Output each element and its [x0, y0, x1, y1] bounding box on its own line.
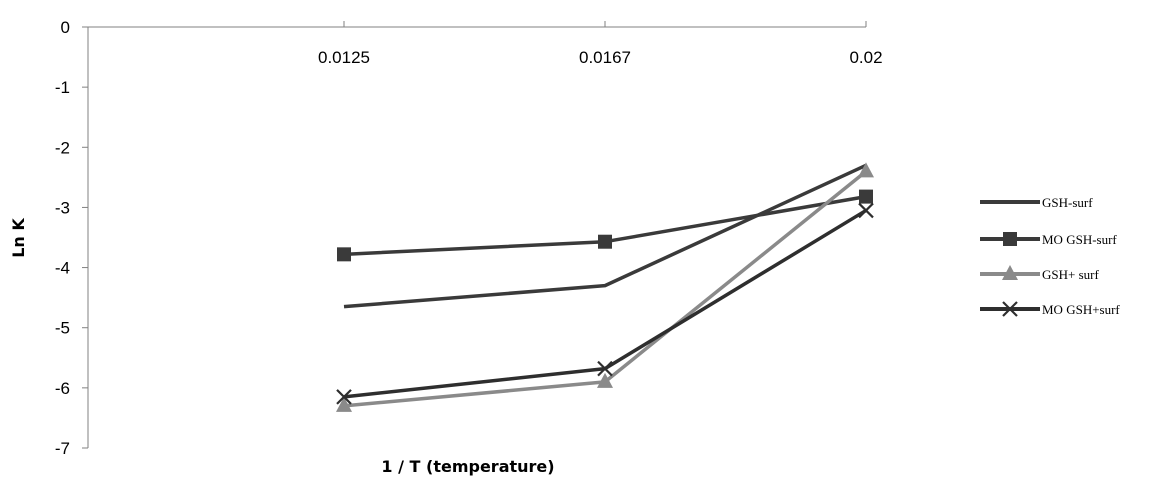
series-4 — [336, 202, 874, 405]
legend-marker — [1003, 232, 1017, 246]
data-point — [597, 360, 613, 377]
data-point — [337, 247, 351, 262]
legend-marker — [1002, 265, 1018, 280]
y-tick-label: -6 — [55, 379, 70, 398]
series-line — [343, 163, 867, 309]
legend-item: GSH-surf — [980, 195, 1093, 210]
legend-label: MO GSH-surf — [1042, 232, 1117, 247]
series-layer — [336, 162, 874, 412]
legend-item: MO GSH-surf — [980, 232, 1117, 247]
y-tick-label: -1 — [55, 78, 70, 97]
series-1 — [343, 163, 867, 309]
data-point — [859, 189, 873, 204]
legend-item: GSH+ surf — [980, 265, 1099, 282]
legend-label: MO GSH+surf — [1042, 302, 1120, 317]
series-3 — [336, 162, 874, 412]
legend-label: GSH+ surf — [1042, 267, 1099, 282]
data-point — [858, 162, 874, 178]
y-tick-label: -5 — [55, 319, 70, 338]
legend-marker — [1002, 301, 1018, 317]
series-line — [343, 169, 868, 408]
data-point — [336, 389, 352, 405]
legend: GSH-surf MO GSH-surf GSH+ surf MO GSH+surf — [980, 195, 1120, 317]
data-point — [336, 396, 352, 412]
data-point — [597, 372, 613, 388]
y-axis-title: Ln K — [9, 218, 28, 258]
x-axis-title: 1 / T (temperature) — [381, 457, 554, 476]
series-2 — [337, 189, 873, 262]
y-tick-label: -3 — [55, 198, 70, 217]
data-point — [598, 234, 612, 249]
y-ticks: 0 -1 -2 -3 -4 -5 -6 -7 — [55, 18, 88, 458]
x-tick-label: 0.0125 — [318, 48, 370, 67]
legend-label: GSH-surf — [1042, 195, 1093, 210]
y-tick-label: 0 — [61, 18, 70, 37]
data-point — [858, 202, 874, 219]
y-tick-label: -2 — [55, 138, 70, 157]
x-ticks: 0.0125 0.0167 0.02 — [318, 21, 883, 67]
x-tick-label: 0.02 — [849, 48, 882, 67]
axes: 0 -1 -2 -3 -4 -5 -6 -7 0.0125 0.0167 0.02 — [55, 18, 883, 458]
y-tick-label: -7 — [55, 439, 70, 458]
legend-item: MO GSH+surf — [980, 301, 1120, 317]
y-tick-label: -4 — [55, 259, 70, 278]
x-tick-label: 0.0167 — [579, 48, 631, 67]
